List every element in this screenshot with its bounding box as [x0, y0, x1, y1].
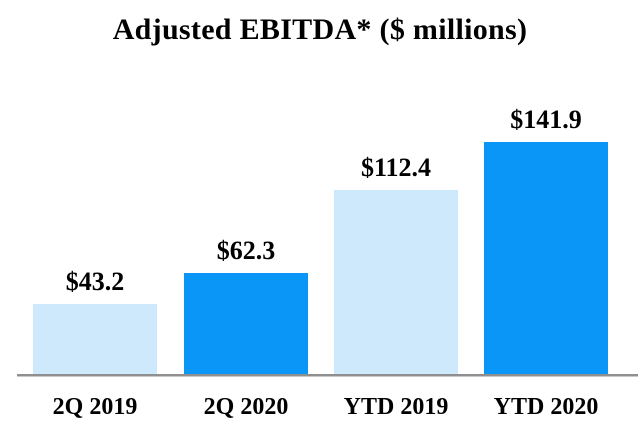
bar-value-label-2q-2020: $62.3 — [216, 236, 276, 265]
category-label-ytd-2019: YTD 2019 — [343, 394, 449, 420]
chart-title: Adjusted EBITDA* ($ millions) — [112, 13, 528, 46]
bar-2q-2020 — [184, 273, 308, 375]
category-label-2q-2020: 2Q 2020 — [203, 394, 289, 420]
bar-2q-2019 — [33, 304, 157, 375]
bar-ytd-2019 — [334, 190, 458, 375]
bar-ytd-2020 — [484, 142, 608, 375]
x-axis-line — [17, 374, 638, 377]
bar-value-label-2q-2019: $43.2 — [65, 267, 125, 296]
bar-value-label-ytd-2019: $112.4 — [360, 153, 432, 182]
category-label-ytd-2020: YTD 2020 — [493, 394, 599, 420]
category-label-2q-2019: 2Q 2019 — [52, 394, 138, 420]
bar-value-label-ytd-2020: $141.9 — [510, 105, 582, 134]
